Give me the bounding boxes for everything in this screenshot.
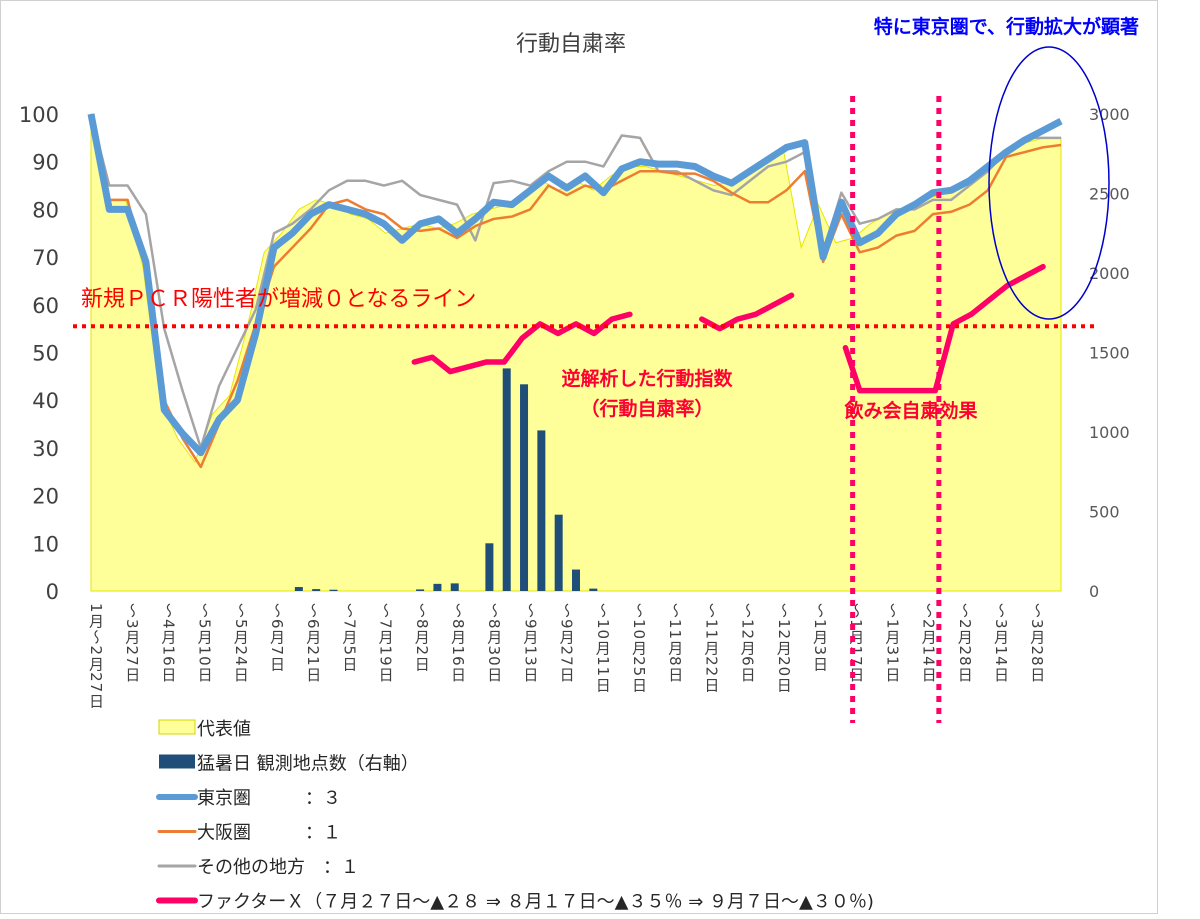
bar-hot-day-count: [433, 583, 442, 591]
line-factor-x: [698, 292, 795, 332]
bar-hot-day-count: [502, 368, 511, 591]
x-tick-label: ～9月13日: [521, 603, 539, 683]
y-right-tick-label: 2000: [1089, 264, 1130, 283]
x-tick-label: ～6月7日: [268, 603, 286, 672]
y-right-tick-label: 0: [1089, 582, 1099, 601]
x-tick-label: ～2月14日: [920, 603, 938, 683]
factor-label: 逆解析した行動指数: [561, 367, 733, 390]
y-left-tick-label: 30: [32, 437, 59, 461]
bar-hot-day-count: [589, 588, 598, 591]
line-factor-x: [411, 311, 633, 375]
legend-swatch-area: [158, 719, 196, 735]
axes: 1009080706050403020100300025002000150010…: [19, 103, 1130, 709]
tokyo-ellipse: [988, 46, 1110, 320]
bar-hot-day-count: [554, 514, 563, 591]
x-tick-label: ～3月28日: [1028, 603, 1046, 683]
chart-frame: 100 90 80 70 60 50 40 30 20 10 0 3000 2500 2000 1500 10…: [0, 0, 1158, 914]
y-left-tick-label: 100: [19, 103, 59, 127]
x-tick-label: ～11月8日: [666, 603, 684, 683]
x-tick-label: ～9月27日: [558, 603, 576, 683]
bar-hot-day-count: [537, 430, 546, 591]
x-tick-label: ～5月10日: [196, 603, 214, 683]
y-right-tick-label: 1500: [1089, 344, 1130, 363]
bar-hot-day-count: [312, 589, 321, 591]
bar-hot-day-count: [520, 384, 529, 591]
y-left-tick-label: 70: [32, 246, 59, 270]
pcr-line-label: 新規ＰＣＲ陽性者が増減０となるライン: [81, 287, 476, 312]
line-factor-x: [842, 263, 1046, 394]
x-tick-label: ～12月20日: [775, 603, 793, 693]
bar-series: [294, 368, 598, 591]
x-tick-label: ～4月16日: [159, 603, 177, 683]
y-right-tick-label: 3000: [1089, 105, 1130, 124]
y-left-tick-label: 20: [32, 485, 59, 509]
y-left-tick-label: 10: [32, 532, 59, 556]
line-tokyo: [87, 113, 1063, 457]
x-tick-label: ～2月28日: [956, 603, 974, 683]
x-tick-label: ～10月11日: [594, 603, 612, 693]
x-tick-label: ～8月16日: [449, 603, 467, 683]
x-tick-label: ～8月2日: [413, 603, 431, 672]
legend-label: 大阪圏 ：１: [197, 823, 341, 844]
legend-label: 猛暑日 観測地点数（右軸）: [197, 754, 419, 775]
legend-label: 東京圏 ：３: [197, 788, 341, 809]
y-left-tick-label: 40: [32, 389, 59, 413]
y-left-tick-label: 50: [32, 342, 59, 366]
legend-label: ファクターＸ（７月２７日～▲２８ ⇒ ８月１７日～▲３５％ ⇒ ９月７日～▲３０…: [197, 892, 874, 913]
chart-title: 行動自粛率: [516, 32, 626, 57]
x-tick-label: ～1月17日: [847, 603, 865, 683]
legend-label: 代表値: [197, 719, 251, 740]
bar-hot-day-count: [416, 589, 425, 591]
x-tick-label: ～1月31日: [883, 603, 901, 683]
x-tick-label: ～8月30日: [485, 603, 503, 683]
tokyo-label: 特に東京圏で、行動拡大が顕著: [874, 15, 1139, 38]
x-tick-label: ～7月5日: [340, 603, 358, 672]
x-tick-label: ～10月25日: [630, 603, 648, 693]
x-tick-label: ～7月19日: [377, 603, 395, 683]
y-left-tick-label: 0: [46, 580, 59, 604]
y-left-tick-label: 90: [32, 151, 59, 175]
bar-hot-day-count: [294, 587, 303, 591]
bar-hot-day-count: [329, 589, 338, 591]
bar-hot-day-count: [572, 569, 580, 591]
chart-svg: 1009080706050403020100300025002000150010…: [19, 15, 1139, 913]
x-tick-label: ～6月21日: [304, 603, 322, 683]
y-right-tick-label: 500: [1089, 503, 1120, 522]
party-label: 飲み会自粛効果: [843, 399, 977, 422]
bar-hot-day-count: [485, 543, 494, 591]
x-tick-label: 1月～2月27日: [87, 603, 105, 709]
bar-hot-day-count: [450, 583, 459, 591]
x-tick-label: ～3月27日: [123, 603, 141, 683]
legend-label: その他の地方 ：１: [197, 857, 359, 878]
y-left-tick-label: 80: [32, 198, 59, 222]
x-tick-label: ～1月3日: [811, 603, 829, 672]
legend-swatch-bar: [159, 754, 195, 769]
y-right-tick-label: 1000: [1089, 423, 1130, 442]
x-tick-label: ～3月14日: [992, 603, 1010, 683]
y-left-tick-label: 60: [32, 294, 59, 318]
x-tick-label: ～12月6日: [739, 603, 757, 683]
x-tick-label: ～11月22日: [702, 603, 720, 693]
x-tick-label: ～5月24日: [232, 603, 250, 683]
line-series: [87, 113, 1063, 469]
factor-label: （行動自粛率）: [580, 397, 713, 420]
